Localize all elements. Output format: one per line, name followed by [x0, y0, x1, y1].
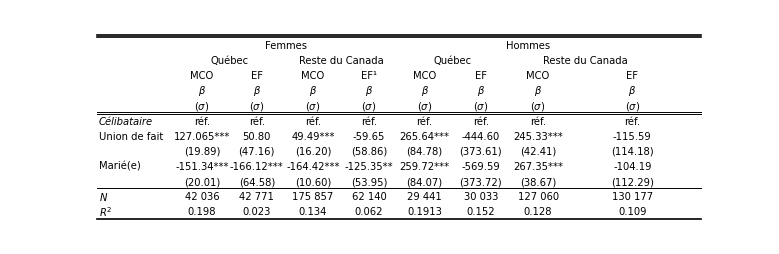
- Text: 30 033: 30 033: [464, 192, 498, 201]
- Text: 0.128: 0.128: [523, 207, 552, 216]
- Text: MCO: MCO: [191, 71, 213, 81]
- Text: 0.109: 0.109: [618, 207, 647, 216]
- Text: (19.89): (19.89): [184, 146, 220, 156]
- Text: $\it{\beta}$: $\it{\beta}$: [252, 84, 261, 98]
- Text: EF¹: EF¹: [361, 71, 377, 81]
- Text: Célibataire: Célibataire: [99, 116, 153, 126]
- Text: (84.78): (84.78): [407, 146, 442, 156]
- Text: (84.07): (84.07): [407, 176, 442, 186]
- Text: $\it{(\sigma)}$: $\it{(\sigma)}$: [249, 100, 264, 113]
- Text: $\it{\beta}$: $\it{\beta}$: [308, 84, 317, 98]
- Text: -151.34***: -151.34***: [175, 161, 229, 171]
- Text: 245.33***: 245.33***: [513, 131, 563, 141]
- Text: $\it{\beta}$: $\it{\beta}$: [628, 84, 636, 98]
- Text: MCO: MCO: [413, 71, 436, 81]
- Text: $\it{\beta}$: $\it{\beta}$: [477, 84, 485, 98]
- Text: 259.72***: 259.72***: [400, 161, 449, 171]
- Text: Hommes: Hommes: [506, 41, 551, 51]
- Text: (373.72): (373.72): [460, 176, 502, 186]
- Text: réf.: réf.: [194, 116, 210, 126]
- Text: Femmes: Femmes: [265, 41, 307, 51]
- Text: -59.65: -59.65: [353, 131, 386, 141]
- Text: 267.35***: 267.35***: [513, 161, 563, 171]
- Text: $\it{(\sigma)}$: $\it{(\sigma)}$: [473, 100, 488, 113]
- Text: Marié(e): Marié(e): [99, 161, 140, 171]
- Text: -569.59: -569.59: [461, 161, 500, 171]
- Text: (64.58): (64.58): [238, 176, 275, 186]
- Text: $\it{(\sigma)}$: $\it{(\sigma)}$: [417, 100, 432, 113]
- Text: $\it{(\sigma)}$: $\it{(\sigma)}$: [530, 100, 546, 113]
- Text: $\it{\beta}$: $\it{\beta}$: [365, 84, 373, 98]
- Text: EF: EF: [251, 71, 263, 81]
- Text: $\it{\beta}$: $\it{\beta}$: [198, 84, 206, 98]
- Text: (47.16): (47.16): [238, 146, 275, 156]
- Text: 127.065***: 127.065***: [174, 131, 231, 141]
- Text: 0.134: 0.134: [298, 207, 327, 216]
- Text: EF: EF: [626, 71, 638, 81]
- Text: 0.1913: 0.1913: [407, 207, 442, 216]
- Text: $\it{(\sigma)}$: $\it{(\sigma)}$: [195, 100, 210, 113]
- Text: 265.64***: 265.64***: [400, 131, 449, 141]
- Text: $\it{\beta}$: $\it{\beta}$: [421, 84, 428, 98]
- Text: réf.: réf.: [305, 116, 321, 126]
- Text: (58.86): (58.86): [351, 146, 387, 156]
- Text: 0.062: 0.062: [354, 207, 383, 216]
- Text: Union de fait: Union de fait: [99, 131, 163, 141]
- Text: (373.61): (373.61): [460, 146, 502, 156]
- Text: EF: EF: [474, 71, 487, 81]
- Text: 29 441: 29 441: [407, 192, 442, 201]
- Text: -166.12***: -166.12***: [230, 161, 284, 171]
- Text: -164.42***: -164.42***: [286, 161, 340, 171]
- Text: MCO: MCO: [527, 71, 550, 81]
- Text: 130 177: 130 177: [612, 192, 653, 201]
- Text: 127 060: 127 060: [517, 192, 559, 201]
- Text: (38.67): (38.67): [520, 176, 556, 186]
- Text: (53.95): (53.95): [351, 176, 387, 186]
- Text: (42.41): (42.41): [520, 146, 556, 156]
- Text: $\it{(\sigma)}$: $\it{(\sigma)}$: [361, 100, 377, 113]
- Text: réf.: réf.: [361, 116, 377, 126]
- Text: (112.29): (112.29): [611, 176, 654, 186]
- Text: réf.: réf.: [624, 116, 640, 126]
- Text: (10.60): (10.60): [294, 176, 331, 186]
- Text: réf.: réf.: [417, 116, 432, 126]
- Text: Québec: Québec: [210, 56, 249, 66]
- Text: réf.: réf.: [473, 116, 488, 126]
- Text: Reste du Canada: Reste du Canada: [298, 56, 383, 66]
- Text: -444.60: -444.60: [462, 131, 500, 141]
- Text: 50.80: 50.80: [242, 131, 271, 141]
- Text: 0.152: 0.152: [467, 207, 495, 216]
- Text: -125.35**: -125.35**: [345, 161, 393, 171]
- Text: 49.49***: 49.49***: [291, 131, 335, 141]
- Text: 42 771: 42 771: [239, 192, 274, 201]
- Text: -104.19: -104.19: [613, 161, 651, 171]
- Text: $N$: $N$: [99, 190, 108, 202]
- Text: $\it{\beta}$: $\it{\beta}$: [534, 84, 542, 98]
- Text: $\it{(\sigma)}$: $\it{(\sigma)}$: [305, 100, 321, 113]
- Text: Reste du Canada: Reste du Canada: [543, 56, 628, 66]
- Text: (114.18): (114.18): [611, 146, 654, 156]
- Text: Québec: Québec: [434, 56, 472, 66]
- Text: $\it{(\sigma)}$: $\it{(\sigma)}$: [625, 100, 640, 113]
- Text: 0.198: 0.198: [188, 207, 217, 216]
- Text: 42 036: 42 036: [185, 192, 220, 201]
- Text: -115.59: -115.59: [613, 131, 652, 141]
- Text: $R^2$: $R^2$: [99, 205, 112, 218]
- Text: réf.: réf.: [249, 116, 265, 126]
- Text: réf.: réf.: [530, 116, 546, 126]
- Text: (20.01): (20.01): [184, 176, 220, 186]
- Text: 62 140: 62 140: [351, 192, 386, 201]
- Text: (16.20): (16.20): [294, 146, 331, 156]
- Text: 175 857: 175 857: [292, 192, 333, 201]
- Text: MCO: MCO: [301, 71, 325, 81]
- Text: 0.023: 0.023: [242, 207, 271, 216]
